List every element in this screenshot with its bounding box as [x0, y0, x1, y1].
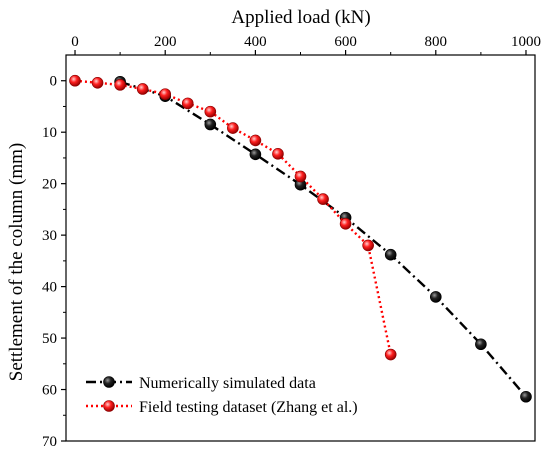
x-tick-label: 600	[334, 34, 357, 50]
legend-label: Field testing dataset (Zhang et al.)	[139, 399, 358, 416]
data-point	[475, 338, 487, 351]
data-point	[339, 218, 352, 230]
x-tick-label: 1000	[511, 34, 541, 50]
plot-area: 0 200 400 600 800 1000 0 10 20 30 40 50 60 70 Numerica…	[42, 34, 541, 450]
x-tick-label: 800	[425, 34, 448, 50]
y-tick-label: 0	[50, 74, 58, 90]
x-axis-label: Applied load (kN)	[231, 7, 370, 28]
data-point	[91, 76, 104, 89]
data-point	[294, 170, 307, 183]
data-point	[272, 148, 284, 160]
y-tick-label: 10	[42, 125, 57, 141]
legend-marker	[103, 400, 115, 412]
data-point	[249, 148, 262, 161]
y-tick-label: 40	[42, 280, 57, 296]
y-tick-label: 60	[42, 383, 57, 399]
data-point	[317, 193, 329, 205]
data-point	[227, 122, 239, 134]
y-tick-label: 20	[42, 177, 57, 193]
legend-marker	[103, 376, 115, 388]
y-tick-label: 70	[42, 434, 57, 450]
data-point	[114, 79, 126, 91]
series-line-2	[74, 79, 392, 355]
series-line-1	[119, 80, 527, 398]
data-point	[181, 97, 194, 110]
data-point	[136, 83, 149, 95]
legend-label: Numerically simulated data	[139, 375, 316, 392]
data-point	[69, 74, 81, 87]
data-point	[249, 134, 262, 147]
y-axis-label: Settlement of the column (mm)	[6, 143, 27, 382]
data-point	[384, 248, 397, 261]
y-tick-label: 50	[42, 331, 57, 347]
data-point	[520, 390, 532, 403]
data-point	[362, 239, 374, 252]
x-tick-label: 200	[154, 34, 177, 50]
y-tick-label: 30	[42, 228, 57, 244]
data-point	[384, 348, 397, 361]
data-point	[159, 88, 172, 100]
x-tick-label: 400	[244, 34, 267, 50]
x-tick-label: 0	[71, 34, 79, 50]
data-point	[429, 291, 442, 303]
data-point	[204, 118, 217, 131]
data-point	[204, 105, 217, 118]
